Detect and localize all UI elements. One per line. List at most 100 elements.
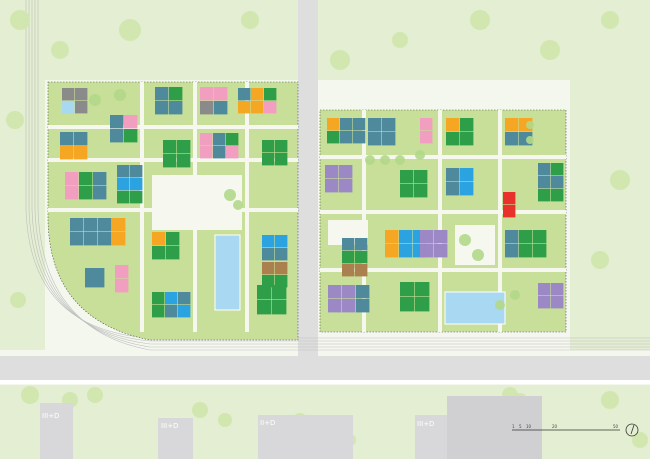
housing-unit — [93, 186, 107, 200]
housing-unit — [460, 118, 474, 132]
roads — [0, 0, 650, 384]
housing-unit — [505, 132, 519, 146]
housing-unit — [460, 182, 474, 196]
scale-bar: 1 5 10 20 50 — [512, 424, 620, 431]
housing-unit — [414, 170, 428, 184]
footpath — [48, 125, 298, 129]
tree — [459, 234, 471, 246]
housing-unit — [399, 230, 413, 244]
scale-tick: 10 — [526, 424, 532, 429]
north-arrow-icon — [625, 423, 639, 437]
tree — [470, 10, 490, 30]
footpath — [140, 82, 144, 332]
footpath — [498, 110, 502, 332]
housing-unit — [200, 146, 213, 159]
housing-unit — [340, 131, 353, 144]
housing-unit — [93, 172, 107, 186]
courtyard-building — [214, 234, 241, 311]
housing-unit — [152, 246, 166, 260]
tree — [526, 121, 534, 129]
housing-unit — [70, 218, 84, 232]
tree — [218, 413, 232, 427]
housing-unit — [533, 244, 547, 258]
housing-unit — [130, 165, 143, 178]
housing-unit — [65, 186, 79, 200]
housing-unit — [200, 133, 213, 146]
housing-unit — [177, 154, 191, 168]
housing-unit — [178, 292, 191, 305]
housing-unit — [163, 154, 177, 168]
housing-unit — [420, 118, 433, 131]
housing-unit — [213, 146, 226, 159]
housing-unit — [400, 282, 415, 297]
housing-unit — [328, 299, 342, 313]
housing-unit — [238, 88, 251, 101]
park — [570, 80, 650, 350]
housing-unit — [262, 153, 275, 166]
park — [0, 0, 650, 80]
tram-track — [28, 0, 650, 342]
housing-unit — [152, 232, 166, 246]
sidewalk — [0, 380, 650, 384]
housing-unit — [420, 244, 434, 258]
housing-unit — [200, 87, 214, 101]
housing-unit — [178, 305, 191, 318]
footpath — [320, 210, 566, 214]
tree — [10, 10, 30, 30]
housing-unit — [503, 205, 516, 218]
housing-unit — [79, 172, 93, 186]
footpath — [320, 155, 566, 159]
housing-unit — [342, 285, 356, 299]
housing-unit — [275, 140, 288, 153]
housing-unit — [115, 265, 129, 279]
housing-unit — [551, 283, 564, 296]
housing-unit — [226, 133, 239, 146]
housing-unit — [115, 279, 129, 293]
housing-unit — [327, 131, 340, 144]
housing-unit — [434, 244, 448, 258]
housing-unit — [60, 146, 74, 160]
trees — [6, 10, 648, 448]
housing-unit — [110, 129, 124, 143]
housing-unit — [84, 232, 98, 246]
housing-unit — [166, 246, 180, 260]
housing-unit — [272, 285, 287, 300]
building-label: III+D — [417, 420, 434, 428]
housing-unit — [124, 129, 138, 143]
housing-unit — [275, 262, 288, 275]
scale-tick: 20 — [552, 424, 558, 429]
scale-tick: 50 — [613, 424, 619, 429]
housing-unit — [415, 297, 430, 312]
tree — [395, 155, 405, 165]
housing-unit — [166, 232, 180, 246]
housing-unit — [327, 118, 340, 131]
housing-unit — [356, 299, 370, 313]
housing-unit — [262, 235, 275, 248]
housing-unit — [368, 118, 382, 132]
housing-unit — [460, 132, 474, 146]
housing-unit — [325, 179, 339, 193]
housing-unit — [65, 172, 79, 186]
housing-unit — [325, 165, 339, 179]
tree — [241, 11, 259, 29]
housing-unit — [75, 101, 88, 114]
housing-unit — [400, 170, 414, 184]
tree — [632, 432, 648, 448]
housing-unit — [62, 88, 75, 101]
housing-unit — [414, 184, 428, 198]
housing-unit — [446, 132, 460, 146]
courtyard-building — [444, 291, 506, 325]
housing-unit — [124, 115, 138, 129]
housing-unit — [251, 88, 264, 101]
tree — [495, 300, 505, 310]
housing-unit — [238, 101, 251, 114]
housing-unit — [155, 101, 169, 115]
tree — [415, 150, 425, 160]
housing-unit — [152, 292, 165, 305]
housing-unit — [385, 244, 399, 258]
housing-unit — [251, 101, 264, 114]
tree — [10, 292, 26, 308]
housing-unit — [275, 275, 288, 288]
tram-track — [34, 0, 650, 348]
